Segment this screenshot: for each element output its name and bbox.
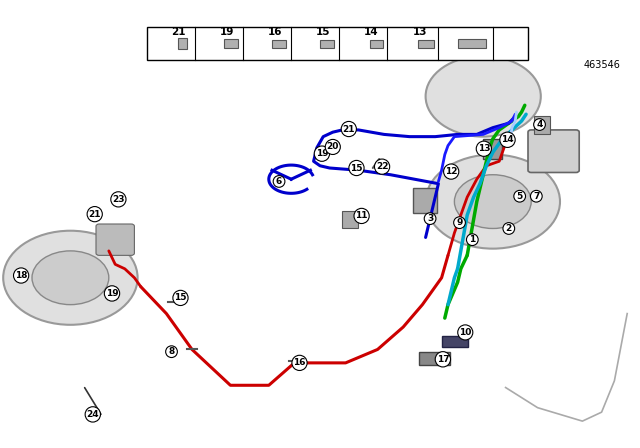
Text: 21: 21 [342, 125, 355, 134]
Text: 4: 4 [536, 120, 543, 129]
FancyBboxPatch shape [96, 224, 134, 255]
Text: 13: 13 [477, 144, 490, 153]
Bar [272, 40, 286, 48]
Circle shape [454, 175, 531, 228]
Circle shape [3, 231, 138, 325]
Text: 16: 16 [268, 27, 282, 37]
Text: 19: 19 [220, 27, 234, 37]
Circle shape [426, 155, 560, 249]
Text: 3: 3 [427, 214, 433, 223]
Bar [418, 40, 434, 48]
Text: 9: 9 [456, 218, 463, 227]
Circle shape [32, 251, 109, 305]
Text: 21: 21 [172, 27, 186, 37]
Text: 5: 5 [516, 192, 523, 201]
Text: 8: 8 [168, 347, 175, 356]
Bar [483, 139, 502, 159]
Text: 24: 24 [86, 410, 99, 419]
Text: 18: 18 [15, 271, 28, 280]
Text: 14: 14 [364, 27, 378, 37]
Bar [419, 352, 450, 365]
Text: 7: 7 [533, 192, 540, 201]
Text: 12: 12 [445, 167, 458, 176]
Text: 15: 15 [316, 27, 330, 37]
Text: 16: 16 [293, 358, 306, 367]
Bar [342, 211, 358, 228]
Text: 13: 13 [413, 27, 428, 37]
Text: 1: 1 [469, 235, 476, 244]
Text: 22: 22 [376, 162, 388, 171]
Text: 19: 19 [106, 289, 118, 298]
Bar [458, 39, 486, 48]
Bar [224, 39, 238, 48]
Text: 6: 6 [276, 177, 282, 186]
Text: 17: 17 [436, 355, 449, 364]
FancyBboxPatch shape [528, 130, 579, 172]
Bar [534, 116, 550, 134]
Text: 20: 20 [326, 142, 339, 151]
Bar [147, 27, 528, 60]
Bar [320, 40, 334, 48]
Text: 10: 10 [459, 328, 472, 337]
Text: 19: 19 [316, 149, 328, 158]
Text: 463546: 463546 [584, 60, 621, 70]
Bar [370, 40, 383, 48]
Bar [442, 336, 468, 347]
Text: 11: 11 [355, 211, 368, 220]
Text: 2: 2 [506, 224, 512, 233]
Text: 21: 21 [88, 210, 101, 219]
Text: 23: 23 [112, 195, 125, 204]
Circle shape [426, 56, 541, 137]
Text: 15: 15 [174, 293, 187, 302]
Bar [413, 188, 437, 213]
Bar [178, 38, 187, 49]
Text: 15: 15 [350, 164, 363, 172]
Text: 14: 14 [501, 135, 514, 144]
